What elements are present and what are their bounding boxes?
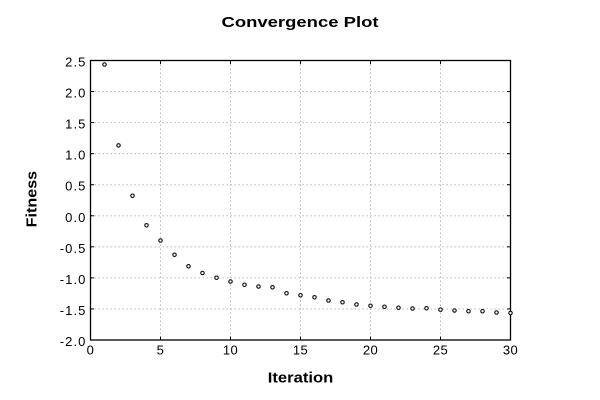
svg-text:-1.0: -1.0 xyxy=(60,272,87,287)
svg-text:2.0: 2.0 xyxy=(65,86,86,101)
svg-text:2.5: 2.5 xyxy=(65,55,86,70)
svg-text:30: 30 xyxy=(503,342,518,357)
svg-text:0.0: 0.0 xyxy=(65,210,86,225)
svg-text:1.0: 1.0 xyxy=(65,148,86,163)
svg-text:-1.5: -1.5 xyxy=(60,303,87,318)
svg-text:-2.0: -2.0 xyxy=(60,334,87,349)
svg-text:25: 25 xyxy=(433,342,448,357)
svg-text:1.5: 1.5 xyxy=(65,117,86,132)
svg-text:Iteration: Iteration xyxy=(268,370,334,387)
svg-text:Convergence Plot: Convergence Plot xyxy=(222,14,379,31)
svg-text:5: 5 xyxy=(157,342,165,357)
svg-text:Fitness: Fitness xyxy=(23,171,40,228)
svg-text:20: 20 xyxy=(363,342,378,357)
svg-text:10: 10 xyxy=(223,342,238,357)
svg-text:15: 15 xyxy=(293,342,308,357)
svg-text:-0.5: -0.5 xyxy=(60,241,87,256)
svg-text:0: 0 xyxy=(87,342,95,357)
svg-text:0.5: 0.5 xyxy=(65,179,86,194)
